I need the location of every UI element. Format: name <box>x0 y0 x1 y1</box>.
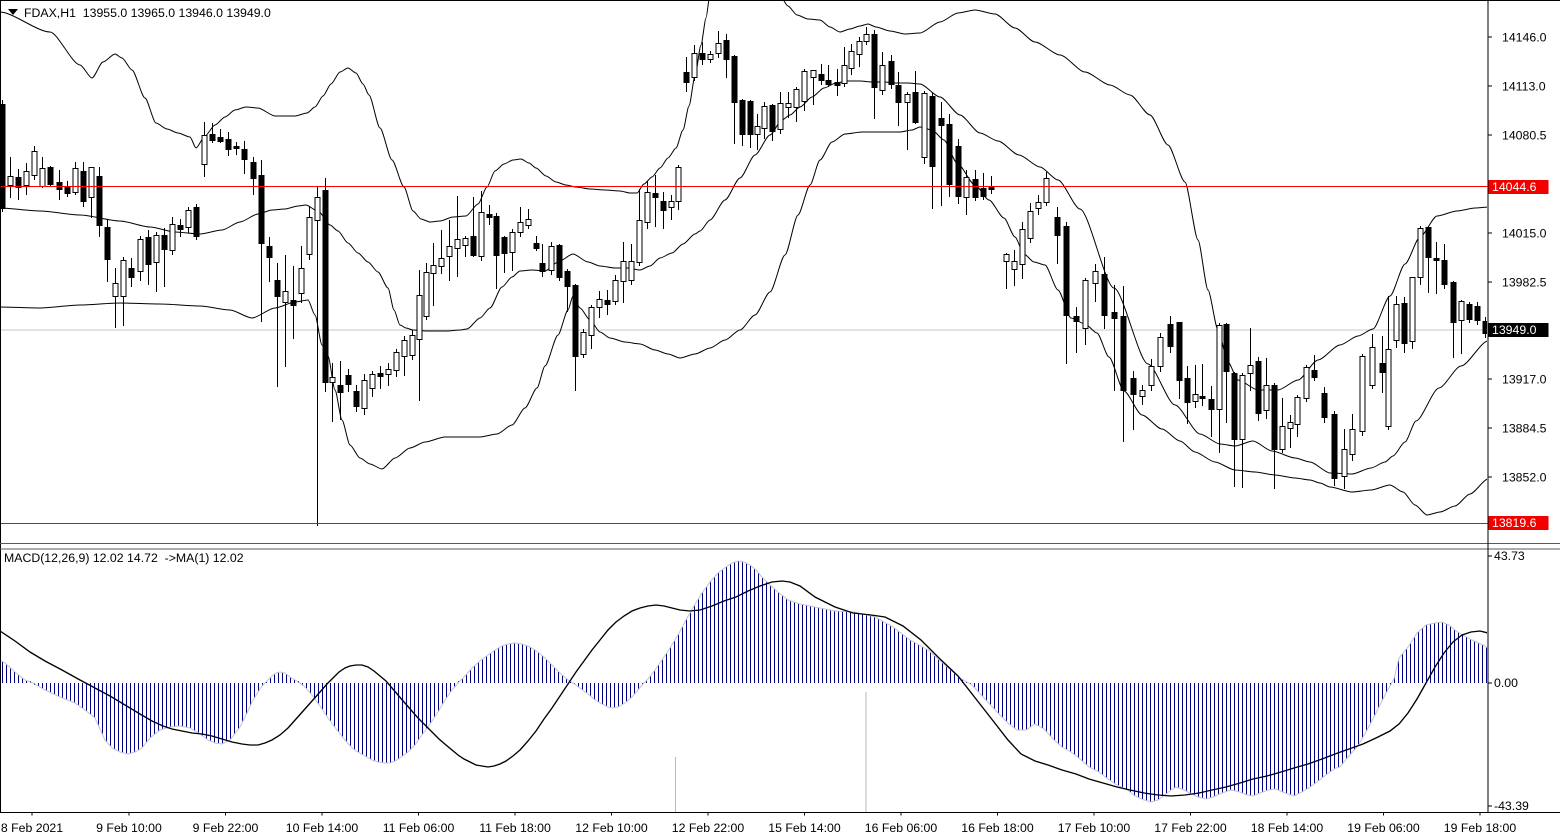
svg-text:-43.39: -43.39 <box>1494 799 1529 813</box>
svg-text:9 Feb 10:00: 9 Feb 10:00 <box>96 821 162 835</box>
svg-text:13819.6: 13819.6 <box>1492 516 1537 530</box>
svg-text:14113.0: 14113.0 <box>1502 80 1546 94</box>
svg-text:10 Feb 14:00: 10 Feb 14:00 <box>286 821 359 835</box>
svg-text:43.73: 43.73 <box>1494 549 1525 563</box>
svg-text:19 Feb 18:00: 19 Feb 18:00 <box>1444 821 1517 835</box>
svg-text:11 Feb 18:00: 11 Feb 18:00 <box>479 821 551 835</box>
svg-text:14044.6: 14044.6 <box>1492 180 1537 194</box>
svg-text:12 Feb 22:00: 12 Feb 22:00 <box>672 821 745 835</box>
svg-text:13982.5: 13982.5 <box>1502 276 1547 290</box>
svg-text:18 Feb 14:00: 18 Feb 14:00 <box>1251 821 1324 835</box>
svg-text:FDAX,H1 13955.0 13965.0 13946: FDAX,H1 13955.0 13965.0 13946.0 13949.0 <box>24 6 271 20</box>
svg-text:11 Feb 06:00: 11 Feb 06:00 <box>383 821 455 835</box>
svg-text:13852.0: 13852.0 <box>1502 471 1547 485</box>
svg-text:16 Feb 06:00: 16 Feb 06:00 <box>865 821 938 835</box>
svg-text:MACD(12,26,9) 12.02 14.72 ->M: MACD(12,26,9) 12.02 14.72 ->MA(1) 12.02 <box>4 551 244 565</box>
svg-text:13917.0: 13917.0 <box>1502 373 1547 387</box>
svg-text:9 Feb 22:00: 9 Feb 22:00 <box>193 821 259 835</box>
svg-text:16 Feb 18:00: 16 Feb 18:00 <box>961 821 1034 835</box>
svg-text:14015.0: 14015.0 <box>1502 227 1547 241</box>
svg-text:13949.0: 13949.0 <box>1492 323 1537 337</box>
svg-text:14146.0: 14146.0 <box>1502 31 1547 45</box>
svg-text:19 Feb 06:00: 19 Feb 06:00 <box>1347 821 1420 835</box>
svg-text:8 Feb 2021: 8 Feb 2021 <box>1 821 63 835</box>
svg-text:15 Feb 14:00: 15 Feb 14:00 <box>768 821 841 835</box>
svg-text:12 Feb 10:00: 12 Feb 10:00 <box>575 821 648 835</box>
svg-text:0.00: 0.00 <box>1494 676 1518 690</box>
svg-text:17 Feb 22:00: 17 Feb 22:00 <box>1154 821 1227 835</box>
svg-text:13884.5: 13884.5 <box>1502 422 1547 436</box>
svg-text:14080.5: 14080.5 <box>1502 129 1547 143</box>
svg-text:17 Feb 10:00: 17 Feb 10:00 <box>1058 821 1131 835</box>
